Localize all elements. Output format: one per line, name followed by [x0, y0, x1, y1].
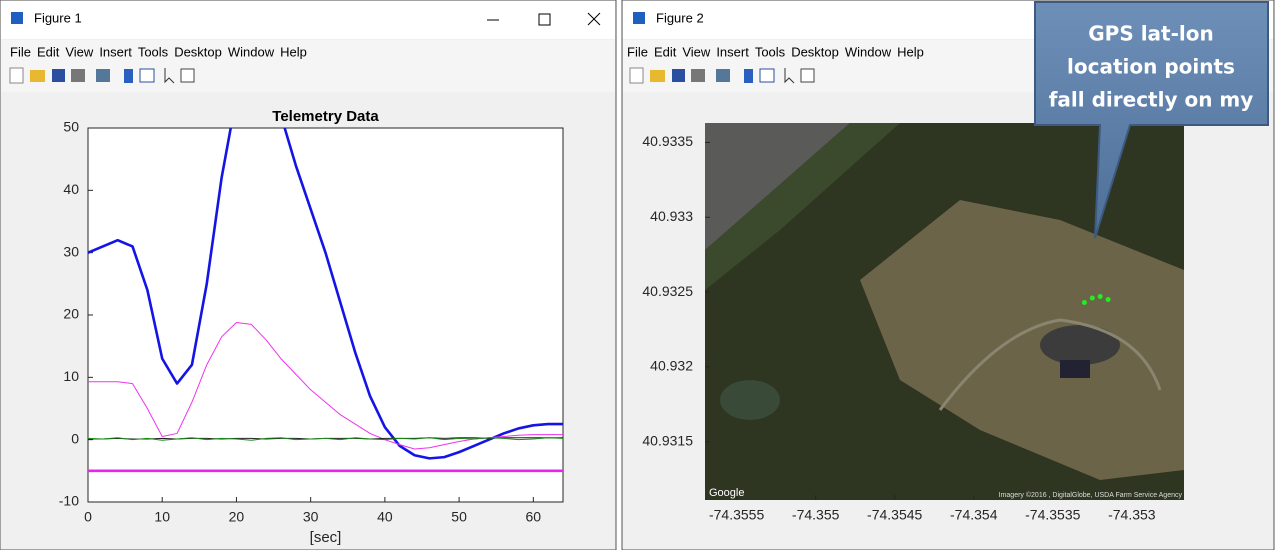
figure-window: Figure 1 File Edit View Insert Tools Desktop W…: [0, 0, 616, 550]
tool-icon[interactable]: [140, 69, 154, 82]
y-tick-label: 30: [63, 243, 79, 259]
menu-item[interactable]: Tools: [755, 44, 786, 59]
menu-item[interactable]: Edit: [654, 44, 677, 59]
x-tick-label: 40: [377, 509, 393, 525]
pond: [720, 380, 780, 420]
x-tick-label: -74.3535: [1025, 507, 1080, 523]
y-tick-label: 40: [63, 181, 79, 197]
x-tick-label: 10: [154, 509, 170, 525]
x-tick-label: 50: [451, 509, 467, 525]
gps-point: [1090, 296, 1095, 301]
tool-icon[interactable]: [672, 69, 685, 82]
x-tick-label: 0: [84, 509, 92, 525]
y-tick-label: 40.9325: [642, 283, 693, 299]
tool-icon[interactable]: [801, 69, 814, 82]
x-tick-label: 20: [229, 509, 245, 525]
y-tick-label: 40.932: [650, 358, 693, 374]
x-tick-label: -74.355: [792, 507, 840, 523]
screen: Figure 1 File Edit View Insert Tools Desktop W…: [0, 0, 1275, 550]
app-icon: [11, 12, 23, 24]
menu-bar: File Edit View Insert Tools Desktop Window Help: [627, 44, 924, 59]
menu-item[interactable]: Window: [228, 44, 275, 59]
driveway: [1040, 325, 1120, 365]
tool-icon[interactable]: [71, 69, 85, 82]
gps-point: [1098, 294, 1103, 299]
x-tick-label: -74.3545: [867, 507, 922, 523]
callout-line: location points: [1067, 55, 1235, 79]
menu-bar: File Edit View Insert Tools Desktop Window Help: [10, 44, 307, 59]
x-tick-label: -74.354: [950, 507, 998, 523]
tool-icon[interactable]: [744, 69, 753, 83]
menu-item[interactable]: File: [10, 44, 31, 59]
page: Figure 1 File Edit View Insert Tools Desktop W…: [0, 0, 1275, 550]
menu-item[interactable]: File: [627, 44, 648, 59]
tool-icon[interactable]: [630, 68, 643, 83]
tool-icon[interactable]: [760, 69, 774, 82]
x-tick-label: 30: [303, 509, 319, 525]
tool-icon[interactable]: [124, 69, 133, 83]
tool-icon[interactable]: [10, 68, 23, 83]
y-tick-label: 40.933: [650, 208, 693, 224]
tool-icon[interactable]: [181, 69, 194, 82]
gps-point: [1106, 297, 1111, 302]
tool-icon[interactable]: [52, 69, 65, 82]
menu-item[interactable]: View: [65, 44, 94, 59]
tool-icon[interactable]: [691, 69, 705, 82]
menu-item[interactable]: Tools: [138, 44, 169, 59]
menu-item[interactable]: Window: [845, 44, 892, 59]
title-bar: [1, 1, 615, 39]
map-logo: Google: [709, 487, 744, 499]
plot-area: [88, 128, 563, 502]
x-axis-label: [sec]: [310, 529, 342, 546]
menu-item[interactable]: Help: [280, 44, 307, 59]
x-tick-label: -74.353: [1108, 507, 1156, 523]
menu-item[interactable]: Insert: [99, 44, 132, 59]
x-tick-label: -74.3555: [709, 507, 764, 523]
tool-icon[interactable]: [30, 70, 45, 82]
window-title: Figure 1: [34, 10, 82, 25]
y-tick-label: 40.9315: [642, 432, 693, 448]
y-tick-label: 40.9335: [642, 133, 693, 149]
y-tick-label: 50: [63, 119, 79, 135]
window-title: Figure 2: [656, 10, 704, 25]
menu-item[interactable]: Edit: [37, 44, 60, 59]
map-attribution: Imagery ©2016 , DigitalGlobe, USDA Farm …: [999, 491, 1183, 499]
tool-icon[interactable]: [96, 69, 110, 82]
callout-line: fall directly on my: [1049, 88, 1254, 112]
pool: [1060, 360, 1090, 378]
menu-item[interactable]: Help: [897, 44, 924, 59]
menu-item[interactable]: Desktop: [791, 44, 839, 59]
tool-icon[interactable]: [716, 69, 730, 82]
y-tick-label: 0: [71, 430, 79, 446]
menu-item[interactable]: View: [682, 44, 711, 59]
menu-item[interactable]: Desktop: [174, 44, 222, 59]
y-tick-label: -10: [59, 493, 79, 509]
x-tick-label: 60: [526, 509, 542, 525]
y-tick-label: 20: [63, 306, 79, 322]
callout-line: GPS lat-lon: [1088, 22, 1214, 46]
menu-item[interactable]: Insert: [716, 44, 749, 59]
gps-point: [1082, 300, 1087, 305]
tool-icon[interactable]: [650, 70, 665, 82]
chart-title: Telemetry Data: [272, 108, 379, 125]
app-icon: [633, 12, 645, 24]
y-tick-label: 10: [63, 368, 79, 384]
